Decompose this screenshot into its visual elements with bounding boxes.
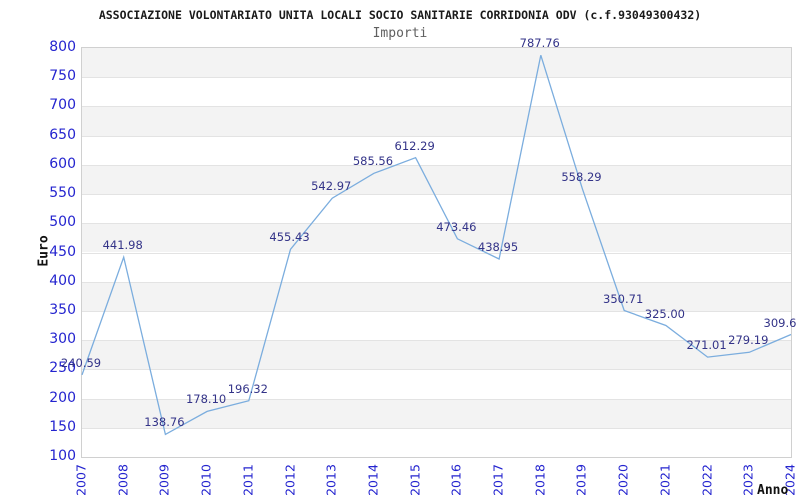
x-tick-label: 2016 bbox=[448, 464, 464, 496]
gridline bbox=[82, 106, 791, 108]
y-tick-label: 750 bbox=[49, 68, 76, 85]
gridline bbox=[82, 398, 791, 400]
plot-area bbox=[81, 47, 792, 458]
x-tick-label: 2010 bbox=[198, 464, 214, 496]
gridline bbox=[82, 77, 791, 79]
x-tick-label: 2008 bbox=[115, 464, 131, 496]
x-tick-label: 2014 bbox=[365, 464, 381, 496]
y-tick-label: 150 bbox=[49, 418, 76, 435]
data-point-label: 558.29 bbox=[561, 170, 602, 185]
x-axis-title: Anno bbox=[757, 483, 789, 498]
x-tick-label: 2011 bbox=[240, 464, 256, 496]
grid-band bbox=[82, 48, 791, 78]
x-tick-label: 2017 bbox=[490, 464, 506, 496]
data-point-label: 240.59 bbox=[60, 355, 102, 370]
grid-band bbox=[82, 281, 791, 311]
data-point-label: 279.19 bbox=[728, 333, 769, 348]
grid-band bbox=[82, 223, 791, 253]
y-tick-label: 500 bbox=[49, 214, 76, 231]
y-tick-label: 100 bbox=[49, 448, 76, 464]
gridline bbox=[82, 340, 791, 342]
data-point-label: 455.43 bbox=[269, 230, 310, 245]
gridline bbox=[82, 252, 791, 254]
x-tick-label: 2020 bbox=[615, 464, 631, 496]
chart-subtitle: Importi bbox=[372, 26, 428, 41]
chart-title: ASSOCIAZIONE VOLONTARIATO UNITA LOCALI S… bbox=[98, 8, 702, 22]
y-tick-label: 550 bbox=[49, 185, 76, 202]
data-point-label: 309.6 bbox=[763, 315, 797, 330]
y-tick-label: 400 bbox=[49, 272, 76, 289]
y-tick-label: 250 bbox=[49, 360, 76, 377]
y-axis-tick-labels: 100 150 200 250 300 350 400 450 500 550 600 650 700 7… bbox=[0, 0, 76, 500]
gridline bbox=[82, 281, 791, 283]
grid-band bbox=[82, 164, 791, 195]
x-tick-label: 2009 bbox=[156, 464, 172, 496]
x-tick-label: 2022 bbox=[699, 464, 715, 496]
data-point-label: 438.95 bbox=[477, 239, 519, 254]
data-point-label: 585.56 bbox=[352, 154, 394, 169]
gridline bbox=[82, 223, 791, 225]
gridline bbox=[82, 310, 791, 312]
gridline bbox=[82, 135, 791, 137]
y-tick-label: 600 bbox=[49, 155, 76, 172]
data-point-label: 350.71 bbox=[603, 291, 644, 306]
data-point-label: 138.76 bbox=[144, 415, 185, 430]
grid-band bbox=[82, 340, 791, 370]
data-point-label: 271.01 bbox=[686, 338, 727, 353]
x-tick-label: 2007 bbox=[73, 464, 89, 496]
x-tick-label: 2019 bbox=[573, 464, 589, 496]
x-tick-label: 2015 bbox=[407, 464, 423, 496]
line-series bbox=[81, 55, 792, 436]
data-point-label: 441.98 bbox=[102, 238, 143, 253]
y-tick-label: 700 bbox=[49, 97, 76, 114]
y-tick-label: 450 bbox=[49, 243, 76, 260]
gridline bbox=[82, 164, 791, 166]
gridline bbox=[82, 194, 791, 196]
data-point-label: 612.29 bbox=[394, 138, 435, 153]
gridline bbox=[82, 427, 791, 429]
y-tick-label: 300 bbox=[49, 331, 76, 348]
data-point-label: 325.00 bbox=[644, 306, 685, 321]
data-point-label: 542.97 bbox=[311, 179, 352, 194]
y-tick-label: 800 bbox=[49, 39, 76, 55]
y-tick-label: 350 bbox=[49, 301, 76, 318]
grid-band bbox=[82, 106, 791, 136]
y-tick-label: 200 bbox=[49, 389, 76, 406]
y-tick-label: 650 bbox=[49, 126, 76, 143]
data-point-label: 473.46 bbox=[436, 219, 477, 234]
data-point-label: 178.10 bbox=[185, 392, 227, 407]
line-series-path bbox=[81, 55, 792, 436]
x-tick-label: 2012 bbox=[282, 464, 298, 496]
x-tick-label: 2018 bbox=[532, 464, 548, 496]
x-tick-label: 2013 bbox=[323, 464, 339, 496]
x-tick-label: 2021 bbox=[657, 464, 673, 496]
grid-band bbox=[82, 398, 791, 428]
gridline bbox=[82, 369, 791, 371]
y-axis-title: Euro bbox=[36, 235, 52, 267]
data-point-label: 196.32 bbox=[227, 381, 268, 396]
x-tick-label: 2023 bbox=[740, 464, 756, 496]
data-point-label: 787.76 bbox=[519, 36, 560, 51]
